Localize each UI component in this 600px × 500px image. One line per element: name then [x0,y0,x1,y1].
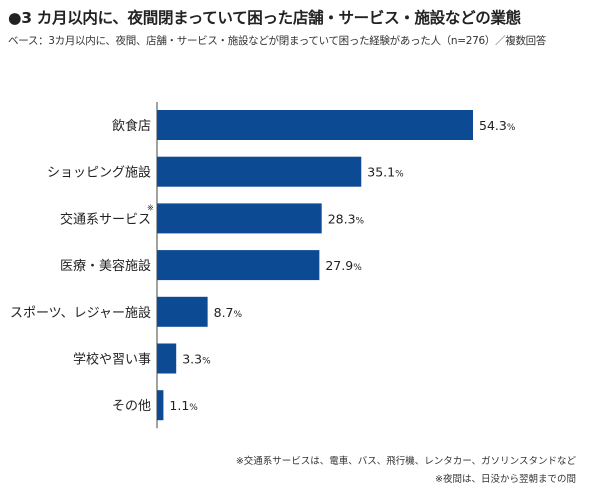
value-label: 28.3% [328,211,365,226]
footnote-transport: ※交通系サービスは、電車、バス、飛行機、レンタカー、ガソリンスタンドなど [235,456,576,467]
category-footnote-mark: ※ [147,203,154,212]
chart-title: ●3 カ月以内に、夜間閉まっていて困った店舗・サービス・施設などの業態 [8,9,521,27]
footnote-night: ※夜間は、日没から翌朝までの間 [435,474,576,485]
value-label: 35.1% [367,165,404,180]
bar [157,250,320,281]
category-label: 飲食店 [112,118,151,134]
bar [157,156,362,187]
bar [157,296,208,327]
bar [157,390,164,421]
bar [157,110,473,140]
value-label: 8.7% [214,305,243,320]
category-label: 学校や習い事 [73,352,151,368]
bar-chart: 飲食店 54.3% ショッピング施設 35.1% 交通系サービス※ 28.3% 医療・美容施… [10,102,516,429]
value-label: 3.3% [182,352,211,367]
bar [157,203,322,234]
category-label: 交通系サービス [60,211,151,227]
category-label: その他 [112,399,151,414]
value-label: 54.3% [479,118,516,133]
value-label: 27.9% [325,258,362,273]
category-label: ショッピング施設 [47,165,151,181]
bar [157,343,177,374]
category-label: 医療・美容施設 [60,258,151,274]
category-label: スポーツ、レジャー施設 [10,305,151,321]
value-label: 1.1% [169,398,198,413]
chart-subtitle: ベース：3カ月以内に、夜間、店舗・サービス・施設などが閉まっていて困った経験があ… [8,35,547,47]
